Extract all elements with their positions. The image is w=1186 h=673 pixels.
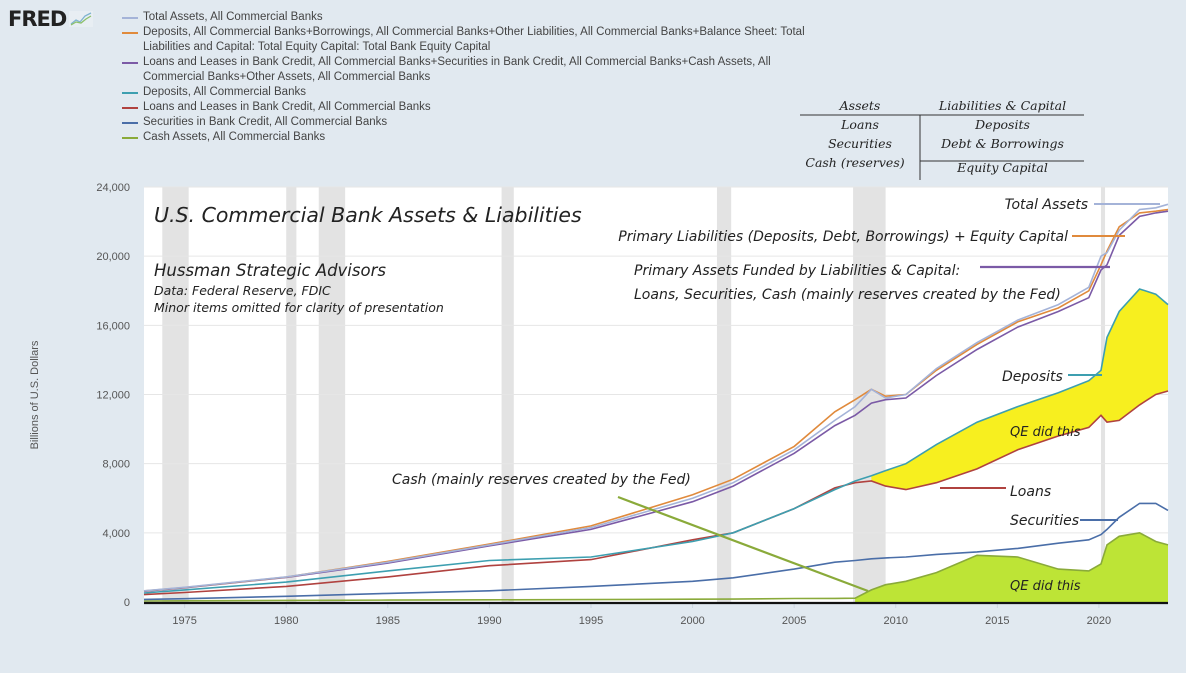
annotation-loans: Loans (1010, 484, 1051, 500)
legend-swatch (122, 32, 138, 34)
legend-label: Securities in Bank Credit, All Commercia… (143, 116, 388, 128)
legend-swatch (122, 122, 138, 124)
chart-legend: Total Assets, All Commercial Banks Deposi… (122, 10, 1022, 145)
fred-logo-text: FRED (8, 7, 67, 31)
legend-swatch (122, 107, 138, 109)
legend-item[interactable]: Deposits, All Commercial Banks+Borrowing… (122, 25, 1022, 55)
legend-item[interactable]: Total Assets, All Commercial Banks (122, 10, 1022, 25)
equity-capital: Equity Capital (957, 160, 1048, 175)
x-tick-label: 2015 (985, 615, 1009, 627)
cash-line (143, 531, 1169, 602)
y-tick-label: 4,000 (102, 528, 130, 540)
legend-item[interactable]: Deposits, All Commercial Banks (122, 85, 1022, 100)
legend-swatch (122, 17, 138, 19)
primary-assets-line (143, 210, 1169, 593)
legend-swatch (122, 92, 138, 94)
legend-item[interactable]: Loans and Leases in Bank Credit, All Com… (122, 100, 1022, 115)
annotation-primary-assets-1: Primary Assets Funded by Liabilities & C… (634, 263, 960, 279)
y-tick-label: 24,000 (96, 182, 130, 194)
balance-sheet-lines (800, 114, 1084, 180)
annotation-deposits: Deposits (1002, 369, 1063, 385)
chart-source: Data: Federal Reserve, FDIC (154, 283, 331, 298)
annotation-cash-leader (617, 495, 869, 593)
qe-cash-fill (855, 532, 1168, 602)
liability-deposits: Deposits (975, 117, 1030, 132)
x-tick-label: 2000 (680, 615, 704, 627)
annotation-qe-deposits: QE did this (1010, 425, 1081, 440)
qe-deposits-fill (871, 289, 1168, 490)
legend-item[interactable]: Loans and Leases in Bank Credit, All Com… (122, 55, 1022, 85)
asset-loans: Loans (841, 117, 879, 132)
y-tick-label: 20,000 (96, 251, 130, 263)
securities-line (143, 502, 1169, 601)
legend-item[interactable]: Cash Assets, All Commercial Banks (122, 130, 1022, 145)
x-tick-label: 2010 (884, 615, 908, 627)
liabilities-header: Liabilities & Capital (938, 98, 1067, 113)
legend-label: Loans and Leases in Bank Credit, All Com… (143, 101, 431, 113)
x-tick-label: 2020 (1087, 615, 1111, 627)
chart-title: U.S. Commercial Bank Assets & Liabilitie… (154, 203, 582, 227)
legend-label: Cash Assets, All Commercial Banks (143, 131, 326, 143)
asset-securities: Securities (828, 136, 892, 151)
legend-item[interactable]: Securities in Bank Credit, All Commercia… (122, 115, 1022, 130)
x-tick-label: 1990 (477, 615, 501, 627)
fred-logo[interactable]: FRED (8, 7, 94, 31)
legend-label: Deposits, All Commercial Banks (143, 86, 306, 98)
legend-swatch (122, 137, 138, 139)
annotation-securities: Securities (1010, 513, 1079, 529)
x-tick-label: 1995 (579, 615, 603, 627)
legend-label: Total Assets, All Commercial Banks (143, 11, 323, 23)
x-tick-label: 1975 (172, 615, 196, 627)
loans-line (143, 390, 1169, 596)
annotation-primary-assets-2: Loans, Securities, Cash (mainly reserves… (634, 287, 1061, 303)
asset-cash: Cash (reserves) (805, 155, 905, 170)
total-assets-line (143, 203, 1169, 592)
y-tick-label: 0 (124, 597, 130, 609)
x-tick-label: 1985 (376, 615, 400, 627)
legend-label: Deposits, All Commercial Banks+Borrowing… (143, 26, 805, 53)
x-tick-label: 1980 (274, 615, 298, 627)
annotation-cash: Cash (mainly reserves created by the Fed… (392, 472, 691, 488)
legend-label: Loans and Leases in Bank Credit, All Com… (143, 56, 771, 83)
liability-debt: Debt & Borrowings (941, 136, 1064, 151)
annotation-liabilities-capital: Primary Liabilities (Deposits, Debt, Bor… (618, 229, 1068, 245)
chart-note: Minor items omitted for clarity of prese… (154, 300, 444, 315)
legend-swatch (122, 62, 138, 64)
assets-header: Assets (839, 98, 881, 113)
deposits-line (143, 288, 1169, 594)
y-tick-label: 12,000 (96, 390, 130, 402)
line-chart-icon (69, 11, 94, 27)
x-tick-label: 2005 (782, 615, 806, 627)
chart-subtitle: Hussman Strategic Advisors (154, 261, 386, 280)
y-tick-label: 16,000 (96, 320, 130, 332)
y-tick-label: 8,000 (102, 459, 130, 471)
annotation-total-assets: Total Assets (1005, 197, 1088, 213)
y-axis-label: Billions of U.S. Dollars (29, 340, 41, 449)
annotation-qe-cash: QE did this (1010, 579, 1081, 594)
